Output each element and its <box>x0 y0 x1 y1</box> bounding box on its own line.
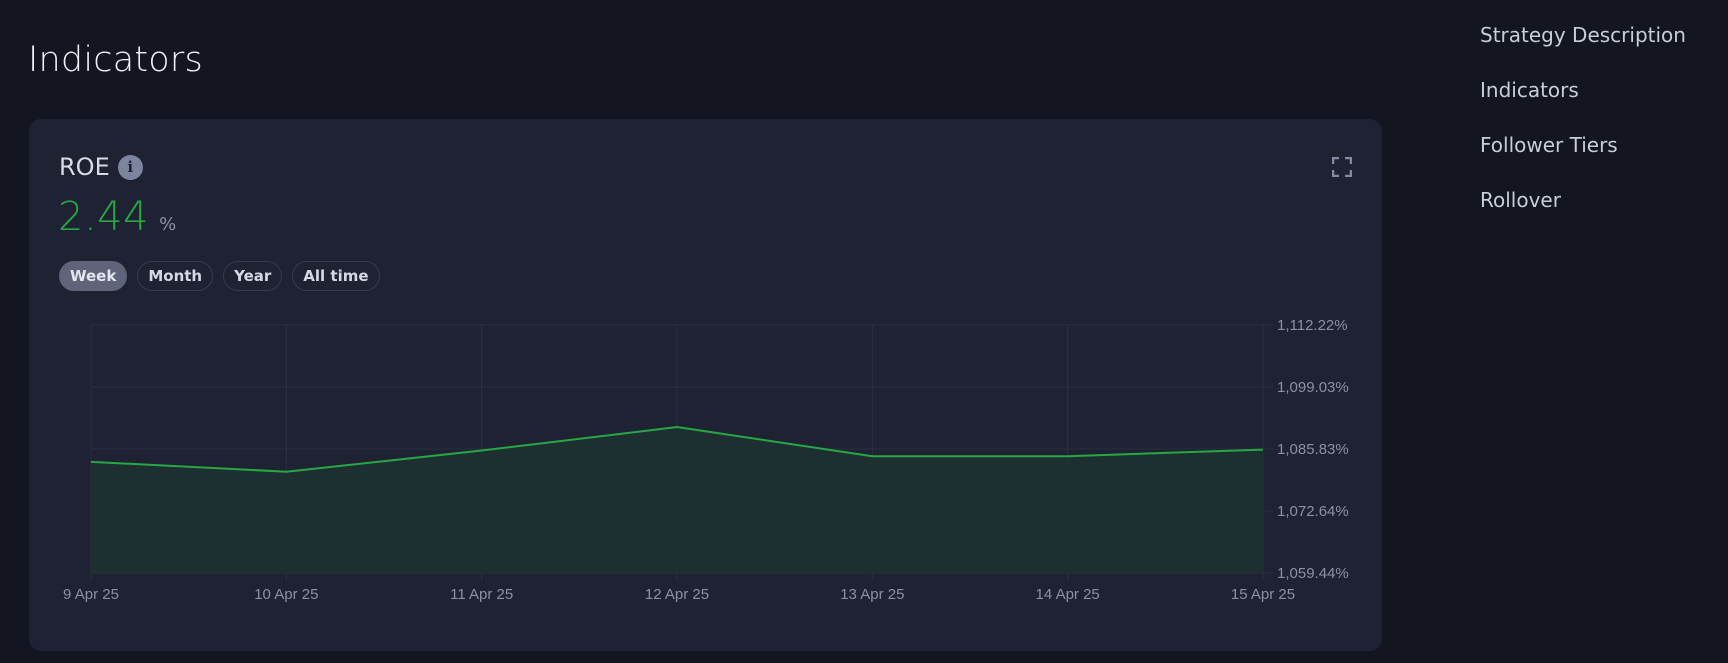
info-icon[interactable]: i <box>117 154 143 180</box>
x-tick-label: 10 Apr 25 <box>254 586 318 603</box>
x-tick-label: 11 Apr 25 <box>450 586 513 603</box>
period-year-button[interactable]: Year <box>223 261 283 291</box>
period-month-button[interactable]: Month <box>137 261 214 291</box>
x-tick-label: 12 Apr 25 <box>645 586 709 603</box>
period-selector: Week Month Year All time <box>59 261 380 291</box>
metric-unit: % <box>159 214 177 235</box>
period-alltime-button[interactable]: All time <box>292 261 380 291</box>
x-tick-label: 15 Apr 25 <box>1231 586 1295 603</box>
roe-chart[interactable]: 1,112.22% 1,099.03% 1,085.83% 1,072.64% 1,05… <box>29 119 1382 651</box>
fullscreen-icon[interactable] <box>1332 157 1352 177</box>
nav-item-strategy-description[interactable]: Strategy Description <box>1480 23 1686 47</box>
metric-label: ROE <box>59 153 110 181</box>
roe-header: ROE i <box>59 153 143 181</box>
metric-value: 2.44 % <box>58 194 176 240</box>
x-tick-label: 14 Apr 25 <box>1036 586 1100 603</box>
y-tick-label: 1,099.03% <box>1277 379 1349 396</box>
y-tick-label: 1,059.44% <box>1277 565 1349 582</box>
page-title: Indicators <box>28 40 203 80</box>
section-nav: Strategy Description Indicators Follower… <box>1480 20 1686 240</box>
y-tick-label: 1,072.64% <box>1277 503 1349 520</box>
nav-item-follower-tiers[interactable]: Follower Tiers <box>1480 133 1618 157</box>
y-tick-label: 1,112.22% <box>1277 317 1348 334</box>
roe-indicator-card: ROE i 2.44 % Week Month Year All time 1,… <box>29 119 1382 651</box>
nav-item-indicators[interactable]: Indicators <box>1480 78 1579 102</box>
roe-line <box>90 426 1264 473</box>
metric-number: 2.44 <box>58 194 150 240</box>
nav-item-rollover[interactable]: Rollover <box>1480 188 1561 212</box>
x-tick-label: 13 Apr 25 <box>840 586 904 603</box>
period-week-button[interactable]: Week <box>59 261 128 291</box>
x-tick-label: 9 Apr 25 <box>63 586 119 603</box>
area-fill <box>91 427 1263 573</box>
y-tick-label: 1,085.83% <box>1277 441 1349 458</box>
